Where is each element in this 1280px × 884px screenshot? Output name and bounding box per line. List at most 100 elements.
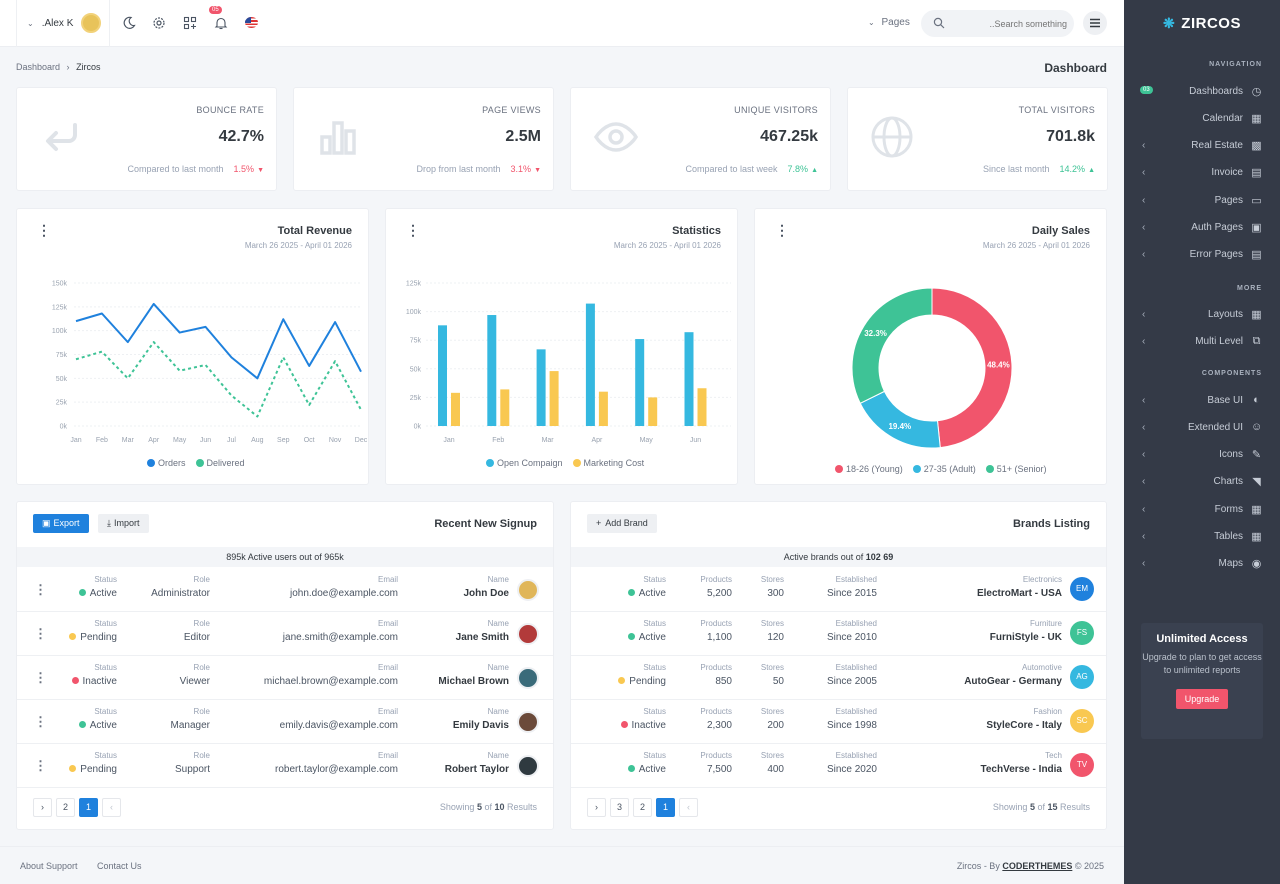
legend-swatch — [912, 465, 921, 473]
table-row[interactable]: Status Active Products 7,500 Stores 400 Establ… — [571, 744, 1106, 788]
total-revenue-card: ⋮ Total Revenue March 26 2025 - April 01… — [16, 208, 369, 485]
statistics-card: ⋮ Statistics March 26 2025 - April 01 20… — [385, 208, 738, 485]
stat-footer: Since last month 14.2% ▲ — [983, 164, 1095, 174]
status-text: Inactive — [631, 720, 666, 731]
sidebar-item-invoice[interactable]: ‹ Invoice ▤ — [1124, 163, 1280, 183]
search-box[interactable] — [921, 10, 1074, 37]
table-row[interactable]: ⋮ Status Pending Role Support Email robert.tay… — [17, 744, 553, 788]
cell-stores: Stores 50 — [734, 663, 784, 687]
legend-item[interactable]: 51+ (Senior) — [985, 464, 1047, 474]
file-icon: ▣ — [42, 518, 51, 528]
sidebar-item-calendar[interactable]: Calendar ▦ — [1124, 108, 1280, 128]
legend-item[interactable]: 18-26 (Young) — [835, 464, 903, 474]
search-input[interactable] — [951, 10, 1067, 37]
table-row[interactable]: ⋮ Status Pending Role Editor Email jane.smith@… — [17, 612, 553, 656]
import-button[interactable]: ⤓ Import — [98, 514, 149, 533]
cell-key: Email — [377, 663, 398, 672]
sidebar-item-charts[interactable]: ‹ Charts ◥ — [1124, 472, 1280, 492]
about-support-link[interactable]: About Support — [20, 861, 78, 871]
legend-item[interactable]: Open Compaign — [486, 458, 563, 468]
legend-item[interactable]: Delivered — [195, 458, 245, 468]
table-row[interactable]: ⋮ Status Inactive Role Viewer Email michael.br… — [17, 656, 553, 700]
contact-us-link[interactable]: Contact Us — [97, 861, 142, 871]
breadcrumb-root[interactable]: Dashboard — [16, 62, 61, 72]
pagination-next[interactable]: › — [33, 798, 52, 817]
bell-icon[interactable] — [214, 16, 228, 33]
sidebar-item-dashboards[interactable]: Dashboards ◷ — [1124, 81, 1280, 101]
copyright-brand[interactable]: CODERTHEMES — [1002, 861, 1073, 871]
table-row[interactable]: Status Pending Products 850 Stores 50 Establis… — [571, 656, 1106, 700]
more-vertical-icon[interactable]: ⋮ — [34, 626, 47, 641]
sidebar-item-multi-level[interactable]: ‹ Multi Level ⧉ — [1124, 331, 1280, 351]
pagination-page[interactable]: 2 — [633, 798, 652, 817]
cell-brand: Fashion StyleCore - Italy — [902, 707, 1062, 731]
more-vertical-icon[interactable]: ⋮ — [775, 222, 789, 238]
pagination-page[interactable]: 1 — [79, 798, 98, 817]
pages-menu[interactable]: ⌄ Pages — [868, 17, 910, 28]
pagination-prev[interactable]: ‹ — [102, 798, 121, 817]
sidebar-item-real-estate[interactable]: ‹ Real Estate ▩ — [1124, 136, 1280, 156]
cell-value: 50 — [734, 676, 784, 687]
pagination-page[interactable]: 3 — [610, 798, 629, 817]
results-total: 10 — [494, 802, 505, 812]
pagination-page[interactable]: 2 — [56, 798, 75, 817]
brand-category: Electronics — [1022, 575, 1062, 584]
table-row[interactable]: Status Inactive Products 2,300 Stores 200 Esta… — [571, 700, 1106, 744]
more-vertical-icon[interactable]: ⋮ — [34, 758, 47, 773]
table-row[interactable]: ⋮ Status Active Role Administrator Email john.… — [17, 568, 553, 612]
more-vertical-icon[interactable]: ⋮ — [34, 670, 47, 685]
table-row[interactable]: Status Active Products 5,200 Stores 300 Establ… — [571, 568, 1106, 612]
sidebar-item-label: Layouts — [1207, 308, 1243, 320]
sidebar-item-layouts[interactable]: ‹ Layouts ▦ — [1124, 304, 1280, 324]
sidebar-item-extended-ui[interactable]: ‹ Extended UI ☺ — [1124, 417, 1280, 437]
moon-icon[interactable] — [122, 16, 136, 33]
cell-value: TechVerse - India — [902, 764, 1062, 775]
copyright-text: © 2025 — [1072, 861, 1104, 871]
more-vertical-icon[interactable]: ⋮ — [34, 714, 47, 729]
sidebar-item-pages[interactable]: ‹ Pages ▭ — [1124, 190, 1280, 210]
pagination-page[interactable]: 1 — [656, 798, 675, 817]
cell-email: Email jane.smith@example.com — [198, 619, 398, 643]
sidebar-item-auth-pages[interactable]: ‹ Auth Pages ▣ — [1124, 218, 1280, 238]
legend-item[interactable]: 27-35 (Adult) — [912, 464, 976, 474]
sidebar-item-tables[interactable]: ‹ Tables ▦ — [1124, 527, 1280, 547]
flag-us-icon[interactable] — [245, 17, 258, 28]
cell-key: Name — [487, 619, 509, 628]
cell-established: Established Since 2015 — [797, 575, 877, 599]
legend-swatch — [486, 459, 494, 467]
sidebar-item-forms[interactable]: ‹ Forms ▦ — [1124, 499, 1280, 519]
upgrade-button[interactable]: Upgrade — [1175, 689, 1229, 709]
pagination-prev[interactable]: ‹ — [679, 798, 698, 817]
pagination-next[interactable]: › — [587, 798, 606, 817]
x-tick-label: May — [640, 437, 654, 444]
apps-icon[interactable] — [183, 16, 197, 33]
cell-value: FurniStyle - UK — [902, 632, 1062, 643]
more-vertical-icon[interactable]: ⋮ — [37, 222, 51, 238]
table-row[interactable]: ⋮ Status Active Role Manager Email emily.davis… — [17, 700, 553, 744]
user-menu[interactable]: ⌄ .Alex K — [16, 0, 110, 47]
sidebar-item-base-ui[interactable]: ‹ Base UI ◐ — [1124, 390, 1280, 410]
gear-icon[interactable] — [152, 16, 166, 33]
bar-apr-marketing-cost — [598, 391, 608, 426]
menu-toggle-icon[interactable] — [1083, 11, 1107, 35]
cell-value: John Doe — [389, 588, 509, 599]
export-button[interactable]: ▣ Export — [33, 514, 89, 533]
legend-item[interactable]: Marketing Cost — [572, 458, 645, 468]
sidebar-item-label: Extended UI — [1187, 421, 1243, 433]
more-vertical-icon[interactable]: ⋮ — [406, 222, 420, 238]
sidebar-item-icons[interactable]: ‹ Icons ✎ — [1124, 445, 1280, 465]
palette-icon: ◐ — [1253, 394, 1260, 406]
brand-logo[interactable]: ❋ ZIRCOS — [1124, 0, 1280, 47]
legend-item[interactable]: Orders — [147, 458, 186, 468]
summary-count: 102 69 — [865, 552, 894, 562]
results-text: Showing — [992, 802, 1030, 812]
legend-label: Marketing Cost — [583, 458, 645, 468]
sidebar-item-error-pages[interactable]: ‹ Error Pages ▤ — [1124, 245, 1280, 265]
chevron-left-icon: ‹ — [1142, 503, 1146, 515]
sidebar-item-maps[interactable]: ‹ Maps ◉ — [1124, 554, 1280, 574]
x-tick-label: Dec — [355, 437, 368, 444]
x-tick-label: Jun — [200, 437, 211, 444]
table-row[interactable]: Status Active Products 1,100 Stores 120 Establ… — [571, 612, 1106, 656]
more-vertical-icon[interactable]: ⋮ — [34, 582, 47, 597]
add-brand-button[interactable]: + Add Brand — [587, 514, 657, 533]
